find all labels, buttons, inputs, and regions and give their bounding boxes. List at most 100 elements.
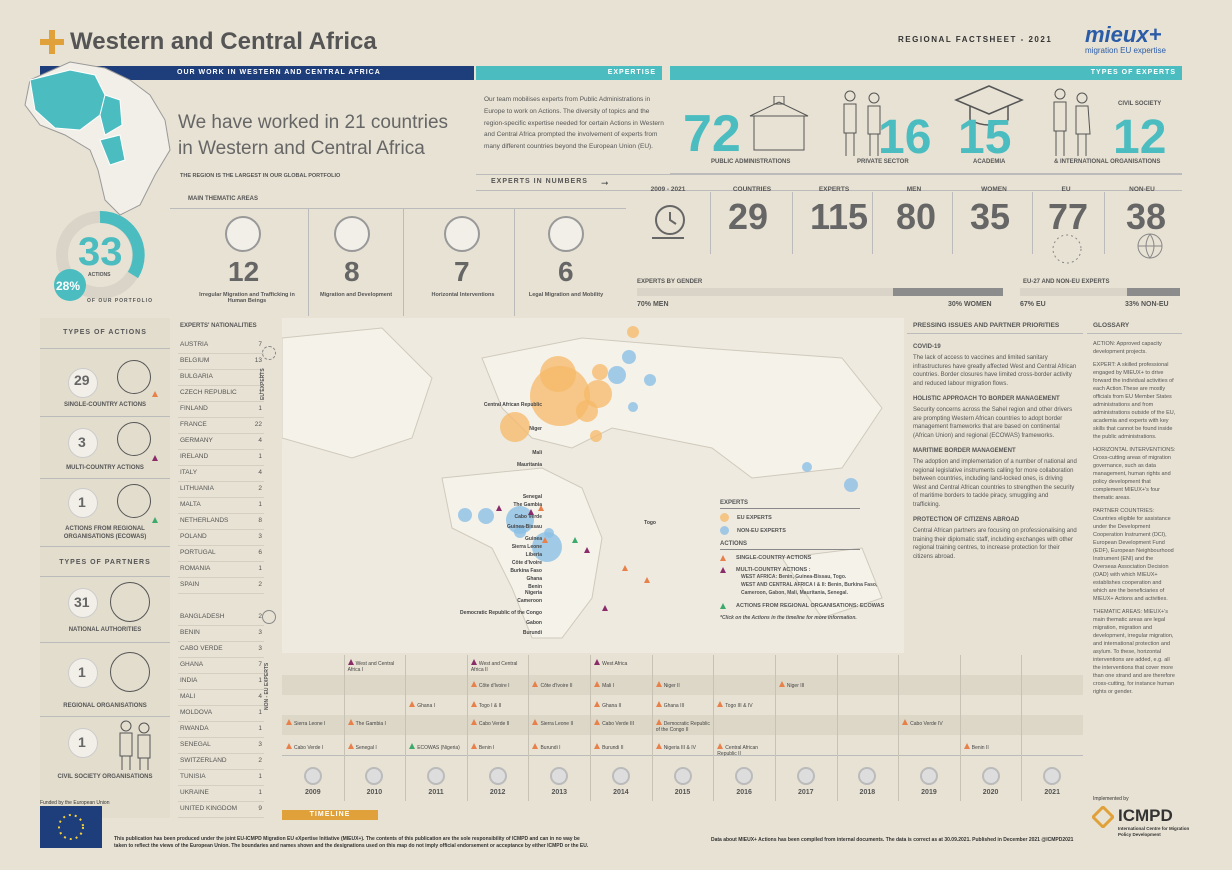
- timeline-action[interactable]: Niger II: [655, 681, 712, 689]
- timeline-action[interactable]: Ghana II: [594, 701, 650, 709]
- timeline-action[interactable]: Ghana III: [655, 701, 712, 709]
- legend-multi-tri: [720, 567, 726, 573]
- arrow-right-icon: ➞: [601, 178, 609, 188]
- gender-title: EXPERTS BY GENDER: [637, 279, 703, 285]
- timeline-year: 2020: [982, 789, 999, 796]
- timeline-action[interactable]: Cabo Verde II: [470, 719, 527, 727]
- world-map: [281, 318, 904, 653]
- num-col-period: 2009 - 2021: [650, 186, 686, 193]
- timeline-action[interactable]: Nigeria III & IV: [655, 743, 712, 751]
- timeline-action-label: Cabo Verde II: [478, 721, 510, 727]
- timeline-action[interactable]: Sierra Leone I: [286, 719, 342, 727]
- timeline-action[interactable]: Democratic Republic of the Congo II: [655, 719, 712, 733]
- timeline-action[interactable]: Cabo Verde IV: [902, 719, 958, 727]
- num-col-countries: COUNTRIES: [732, 186, 772, 193]
- timeline-action[interactable]: Burundi II: [594, 743, 650, 751]
- left-column: TYPES OF ACTIONS 29 SINGLE-COUNTRY ACTIO…: [40, 318, 170, 818]
- action-triangle-icon: [655, 701, 662, 707]
- num-col-eu: EU: [1061, 186, 1071, 193]
- timeline-action[interactable]: Benin I: [470, 743, 527, 751]
- timeline-year-marker[interactable]: [427, 767, 446, 785]
- country-name: GHANA: [180, 661, 204, 668]
- non-eu-nationality-row: BANGLADESH 2: [178, 610, 264, 626]
- timeline-action-label: West Africa: [602, 661, 628, 667]
- timeline-action[interactable]: Côte d'Ivoire II: [532, 681, 588, 689]
- non-eu-nationality-row: SWITZERLAND 2: [178, 754, 264, 770]
- thematic-0-label: Irregular Migration and Trafficking in H…: [199, 292, 295, 304]
- non-eu-nationality-row: BENIN 3: [178, 626, 264, 642]
- timeline-year-marker[interactable]: [365, 767, 384, 785]
- stop-hand-icon: [225, 216, 261, 252]
- non-eu-nationality-row: CABO VERDE 3: [178, 642, 264, 658]
- timeline-action[interactable]: Sierra Leone II: [532, 719, 588, 727]
- timeline-action[interactable]: Togo III & IV: [717, 701, 773, 709]
- timeline-year: 2012: [489, 789, 506, 796]
- timeline-year-marker[interactable]: [1043, 767, 1062, 785]
- africa-mini-map: [24, 61, 171, 216]
- expert-count: 2: [258, 581, 262, 588]
- glossary-item: PARTNER COUNTRIES: Countries eligible fo…: [1093, 508, 1174, 602]
- timeline-year-marker[interactable]: [796, 767, 815, 785]
- timeline-action[interactable]: Cabo Verde I: [286, 743, 342, 751]
- factsheet-label: REGIONAL FACTSHEET - 2021: [898, 35, 1053, 44]
- mieux-logo: mieux+: [1085, 22, 1162, 47]
- num-col-non-eu: NON-EU: [1129, 186, 1155, 193]
- experts-academia-label: ACADEMIA: [973, 159, 1006, 165]
- timeline-action[interactable]: Ghana I: [409, 701, 465, 709]
- timeline-action-label: The Gambia I: [355, 721, 386, 727]
- timeline-action[interactable]: Burundi I: [532, 743, 588, 751]
- timeline-year-marker[interactable]: [735, 767, 754, 785]
- thematic-2-label: Horizontal Interventions: [431, 292, 495, 298]
- timeline-action-label: Benin I: [478, 745, 495, 751]
- timeline-action-label: Senegal I: [355, 745, 377, 751]
- pressing-heading: MARITIME BORDER MANAGEMENT: [913, 448, 1016, 454]
- map-dot-belgium: [540, 356, 576, 392]
- country-name: BELGIUM: [180, 357, 210, 364]
- map-label: Guinea: [525, 536, 542, 542]
- map-label: Benin: [528, 584, 542, 590]
- timeline-year-marker[interactable]: [858, 767, 877, 785]
- timeline-action[interactable]: West and Central Africa II: [470, 659, 527, 673]
- action-triangle-icon: [532, 719, 539, 725]
- timeline-action[interactable]: ECOWAS (Nigeria): [409, 743, 465, 751]
- expert-count: 1: [258, 405, 262, 412]
- timeline-action[interactable]: Côte d'Ivoire I: [470, 681, 527, 689]
- map-dot-senegal: [478, 508, 494, 524]
- expert-count: 1: [258, 565, 262, 572]
- legend-regional: ACTIONS FROM REGIONAL ORGANISATIONS: ECO…: [736, 603, 885, 609]
- disclaimer: This publication has been produced under…: [114, 836, 589, 849]
- country-name: RWANDA: [180, 725, 209, 732]
- timeline-action[interactable]: West Africa: [594, 659, 650, 667]
- glossary-panel: GLOSSARY ACTION: Approved capacity devel…: [1087, 318, 1182, 818]
- glossary-title: GLOSSARY: [1087, 318, 1182, 334]
- timeline-year-marker[interactable]: [611, 767, 630, 785]
- timeline-action[interactable]: Mali I: [594, 681, 650, 689]
- timeline-action[interactable]: Togo I & II: [470, 701, 527, 709]
- action-triangle-icon: [286, 743, 292, 749]
- eu-nationality-row: PORTUGAL 6: [178, 546, 264, 562]
- country-name: FINLAND: [180, 405, 208, 412]
- timeline-action-label: Cabo Verde IV: [910, 721, 943, 727]
- timeline-year-marker[interactable]: [673, 767, 692, 785]
- timeline-action[interactable]: The Gambia I: [347, 719, 404, 727]
- timeline-year-marker[interactable]: [303, 767, 322, 785]
- nationalities-title: EXPERTS' NATIONALITIES: [180, 323, 257, 329]
- timeline-action[interactable]: Benin II: [963, 743, 1020, 751]
- timeline-year-marker[interactable]: [488, 767, 507, 785]
- actions-percent: 28%: [56, 279, 81, 293]
- country-name: CABO VERDE: [180, 645, 223, 652]
- timeline-action[interactable]: Niger III: [778, 681, 835, 689]
- non-eu-pct: 33% NON-EU: [1125, 301, 1169, 308]
- timeline-action[interactable]: West and Central Africa I: [347, 659, 404, 673]
- timeline-action[interactable]: Cabo Verde III: [594, 719, 650, 727]
- timeline-action[interactable]: Central African Republic II: [717, 743, 773, 757]
- timeline-year-marker[interactable]: [550, 767, 569, 785]
- timeline-year-marker[interactable]: [981, 767, 1000, 785]
- expert-count: 3: [258, 533, 262, 540]
- timeline-year: 2013: [551, 789, 568, 796]
- pressing-heading: PROTECTION OF CITIZENS ABROAD: [913, 517, 1020, 523]
- timeline-year-marker[interactable]: [919, 767, 938, 785]
- timeline-action[interactable]: Senegal I: [347, 743, 404, 751]
- globe-small-icon: [262, 610, 276, 624]
- num-col-men: MEN: [906, 186, 922, 193]
